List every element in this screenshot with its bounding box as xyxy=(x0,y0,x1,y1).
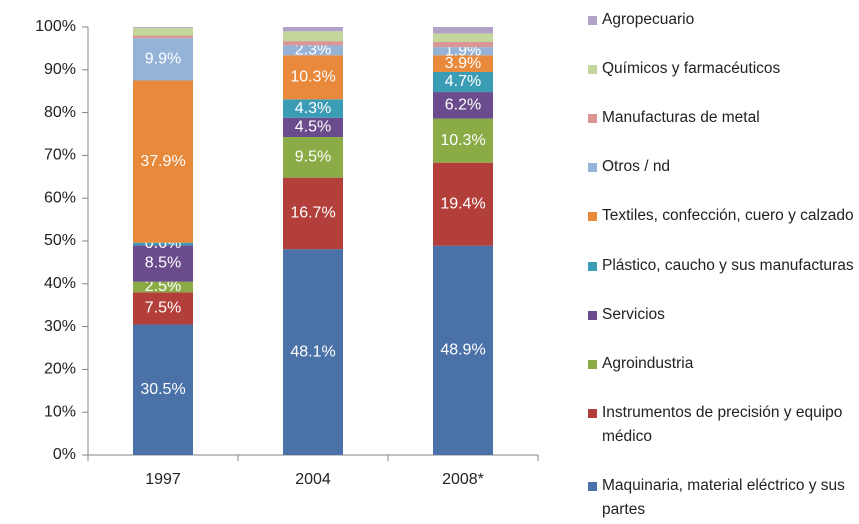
y-tick-label: 100% xyxy=(35,18,76,35)
y-tick-label: 90% xyxy=(44,61,76,78)
legend-label: Agroindustria xyxy=(602,354,694,372)
y-tick-label: 50% xyxy=(44,232,76,249)
bar-segment xyxy=(133,27,193,28)
y-tick-label: 80% xyxy=(44,104,76,121)
data-label: 48.9% xyxy=(440,342,485,359)
bar-segment xyxy=(433,92,493,119)
bar-segment xyxy=(283,136,343,178)
legend-swatch xyxy=(588,261,597,271)
legend-label: Plástico, caucho y sus manufacturas xyxy=(602,256,854,274)
legend-label: Servicios xyxy=(602,305,665,323)
y-tick-label: 40% xyxy=(44,275,76,292)
bar-segment xyxy=(283,41,343,46)
legend-label: Textiles, confección, cuero y calzado xyxy=(602,207,854,225)
data-label: 2.3% xyxy=(295,42,331,59)
data-label: 10.3% xyxy=(440,132,485,149)
bar-segment xyxy=(283,27,343,32)
legend-swatch xyxy=(588,212,597,222)
y-tick-label: 10% xyxy=(44,403,76,420)
y-tick-label: 0% xyxy=(53,446,76,463)
x-tick-label: 1997 xyxy=(145,471,181,488)
data-label: 16.7% xyxy=(290,205,335,222)
legend-label: Otros / nd xyxy=(602,158,671,176)
legend-swatch xyxy=(588,163,597,173)
legend-swatch xyxy=(588,65,597,75)
legend-swatch xyxy=(588,114,597,124)
bar-segment xyxy=(283,45,343,56)
y-tick-label: 70% xyxy=(44,147,76,164)
legend-item: Servicios xyxy=(588,303,856,327)
bar-segment xyxy=(433,47,493,56)
bar-segment xyxy=(283,31,343,42)
data-label: 8.5% xyxy=(145,255,181,272)
data-label: 9.9% xyxy=(145,51,181,68)
x-tick-label: 2004 xyxy=(295,471,331,488)
data-label: 48.1% xyxy=(290,343,335,360)
bar-segment xyxy=(133,27,193,36)
legend-label: Manufacturas de metal xyxy=(602,109,760,127)
legend-item: Agroindustria xyxy=(588,352,856,376)
legend-item: Otros / nd xyxy=(588,155,856,179)
data-label: 6.2% xyxy=(445,97,481,114)
legend-label: Maquinaria, material eléctrico y sus par… xyxy=(602,476,845,518)
legend-item: Manufacturas de metal xyxy=(588,106,856,130)
data-label: 7.5% xyxy=(145,300,181,317)
bar-segment xyxy=(133,324,193,455)
data-label: 4.5% xyxy=(295,119,331,136)
legend-swatch xyxy=(588,481,597,491)
legend: Agropecuario Químicos y farmacéuticos Manu… xyxy=(588,8,856,522)
bar-segment xyxy=(433,118,493,163)
bar-segment xyxy=(433,245,493,455)
data-label: 10.3% xyxy=(290,69,335,86)
legend-swatch xyxy=(588,16,597,25)
bar-segment xyxy=(433,41,493,48)
bar-segment xyxy=(133,242,193,246)
data-label: 4.7% xyxy=(445,73,481,90)
legend-label: Químicos y farmacéuticos xyxy=(602,60,781,78)
legend-item: Agropecuario xyxy=(588,8,856,32)
plot: 0% 10% 20% 30% 40% 50% 60% 70% 80% 90% 100% 1997 30.… xyxy=(35,18,539,488)
x-tick-label: 2008* xyxy=(442,471,484,488)
bar-segment xyxy=(133,38,193,81)
legend-item: Maquinaria, material eléctrico y sus par… xyxy=(588,474,856,522)
bar-segment xyxy=(133,245,193,282)
legend-item: Instrumentos de precisión y equipo médic… xyxy=(588,401,856,449)
bar-segment xyxy=(133,35,193,39)
y-tick-label: 20% xyxy=(44,361,76,378)
data-label: 19.4% xyxy=(440,195,485,212)
legend-label: Instrumentos de precisión y equipo médic… xyxy=(602,403,843,445)
legend-item: Textiles, confección, cuero y calzado xyxy=(588,204,856,228)
legend-label: Agropecuario xyxy=(602,11,695,28)
data-label: 37.9% xyxy=(140,153,185,170)
data-label: 2.5% xyxy=(145,278,181,295)
data-label: 3.9% xyxy=(445,55,481,72)
legend-item: Químicos y farmacéuticos xyxy=(588,57,856,81)
bar-segment xyxy=(133,281,193,293)
data-label: 4.3% xyxy=(295,100,331,117)
bar-segment xyxy=(133,292,193,325)
bar-segment xyxy=(283,55,343,100)
legend-swatch xyxy=(588,310,597,320)
legend-swatch xyxy=(588,359,597,369)
bar-segment xyxy=(283,177,343,250)
bar-segment xyxy=(283,117,343,137)
bar-segment xyxy=(433,71,493,93)
legend-item: Plástico, caucho y sus manufacturas xyxy=(588,254,856,278)
bar-segment xyxy=(433,27,493,34)
bar-segment xyxy=(433,33,493,42)
y-tick-label: 30% xyxy=(44,318,76,335)
bar-segment xyxy=(133,80,193,243)
bar-segment xyxy=(433,55,493,72)
data-label: 30.5% xyxy=(140,381,185,398)
bar-segment xyxy=(283,249,343,455)
data-label: 9.5% xyxy=(295,149,331,166)
legend-swatch xyxy=(588,408,597,418)
y-tick-label: 60% xyxy=(44,189,76,206)
bar-segment xyxy=(433,162,493,246)
bar-segment xyxy=(283,99,343,118)
